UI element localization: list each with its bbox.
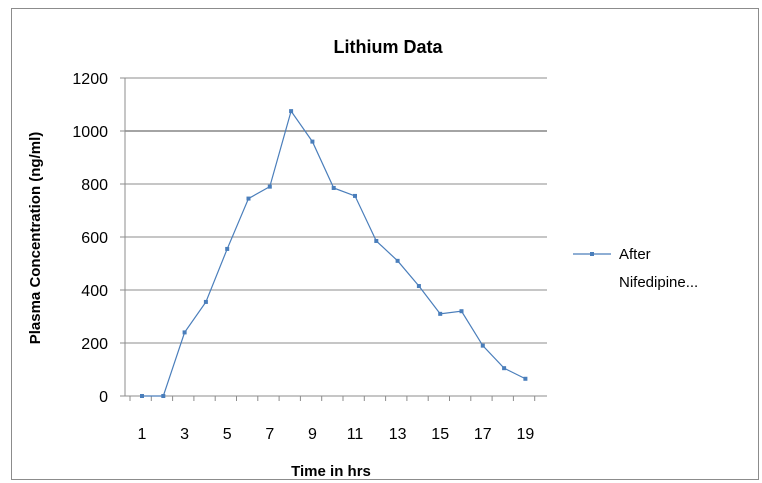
gridlines: [125, 77, 547, 344]
data-point: [438, 311, 443, 316]
data-point: [289, 109, 294, 114]
x-tick-label: 3: [180, 426, 189, 443]
legend-point-marker: [590, 252, 594, 256]
data-point: [246, 196, 251, 201]
series-line: [142, 109, 526, 397]
data-point: [267, 184, 272, 189]
y-tick-label: 0: [99, 389, 108, 406]
data-point: [203, 299, 208, 304]
x-tick-label: 1: [138, 426, 147, 443]
y-tick-label: 800: [81, 177, 108, 194]
legend: After Nifedipine...: [573, 246, 698, 291]
x-tick-label: 7: [265, 426, 274, 443]
data-point: [140, 394, 144, 398]
data-point: [374, 238, 379, 243]
data-point: [416, 284, 421, 289]
data-point: [225, 246, 230, 251]
data-point: [161, 394, 166, 398]
data-point: [310, 139, 315, 144]
y-tick-label: 600: [81, 230, 108, 247]
chart-frame: [11, 8, 759, 480]
y-tick-label: 1000: [72, 124, 108, 141]
data-series: [140, 109, 528, 398]
data-point: [459, 309, 464, 314]
data-point: [331, 185, 336, 190]
x-tick-labels: 1 3 5 7 9 11 13 15 17 19: [138, 426, 535, 443]
data-point: [182, 330, 187, 335]
data-point: [502, 366, 507, 371]
y-tick-label: 1200: [72, 71, 108, 88]
y-tick-label: 400: [81, 283, 108, 300]
x-tick-label: 5: [223, 426, 232, 443]
data-point: [353, 193, 357, 198]
y-tick-label: 200: [81, 336, 108, 353]
y-axis-title: Plasma Concentration (ng/ml): [27, 132, 44, 345]
legend-label-line1: After: [619, 246, 651, 263]
x-tick-label: 15: [431, 426, 449, 443]
data-point: [480, 343, 485, 348]
axes: [120, 77, 547, 401]
legend-label-line2: Nifedipine...: [619, 274, 698, 291]
x-tick-label: 19: [517, 426, 535, 443]
chart-title: Lithium Data: [333, 37, 443, 57]
x-tick-label: 11: [347, 426, 364, 443]
y-tick-labels: 0 200 400 600 800 1000 1200: [72, 71, 108, 406]
x-tick-label: 9: [308, 426, 317, 443]
x-tick-label: 13: [389, 426, 407, 443]
data-point: [395, 258, 400, 263]
x-tick-label: 17: [474, 426, 492, 443]
data-point: [523, 376, 528, 381]
x-axis-title: Time in hrs: [291, 463, 371, 480]
